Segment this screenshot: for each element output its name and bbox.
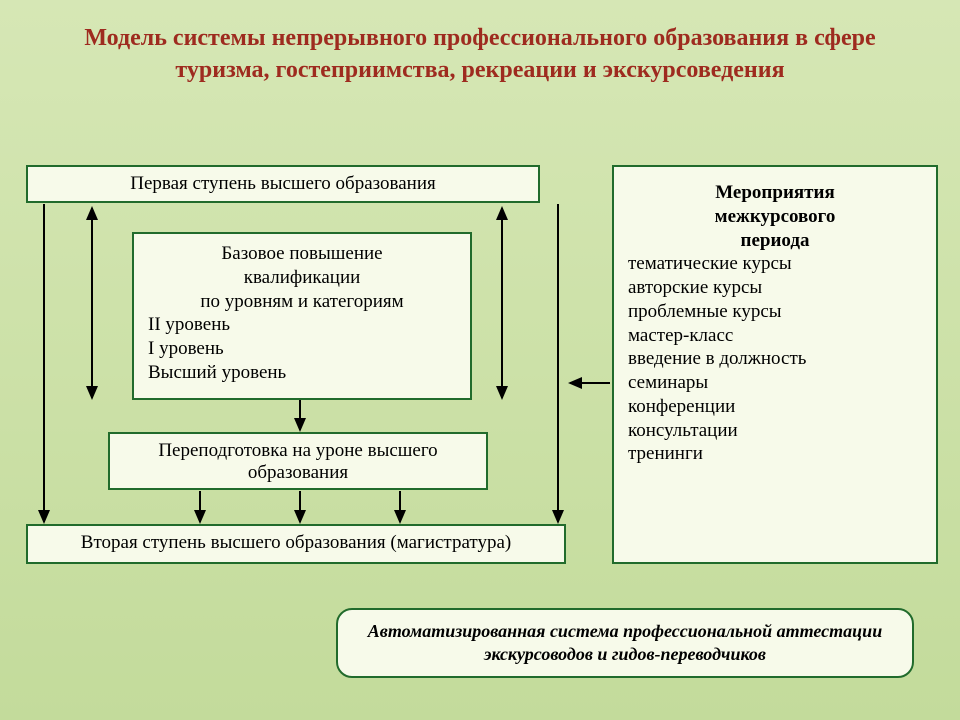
right-item: проблемные курсы — [628, 300, 922, 324]
base-level-item: II уровень — [148, 313, 456, 337]
base-heading-1: Базовое повышение — [148, 242, 456, 266]
box-retrain-text: Переподготовка на уроне высшего образова… — [110, 434, 486, 490]
box-automated-system: Автоматизированная система профессиональ… — [336, 608, 914, 678]
right-item: тематические курсы — [628, 252, 922, 276]
right-item: семинары — [628, 371, 922, 395]
box-base-qualification: Базовое повышение квалификации по уровня… — [132, 232, 472, 400]
right-item: тренинги — [628, 442, 922, 466]
diagram-title: Модель системы непрерывного профессионал… — [0, 0, 960, 97]
base-level-item: Высший уровень — [148, 361, 456, 385]
box-first-text: Первая ступень высшего образования — [28, 167, 538, 201]
right-item: конференции — [628, 395, 922, 419]
box-second-text: Вторая ступень высшего образования (маги… — [28, 526, 564, 560]
box-second-level: Вторая ступень высшего образования (маги… — [26, 524, 566, 564]
right-heading-1: Мероприятия — [628, 181, 922, 205]
right-item: введение в должность — [628, 347, 922, 371]
right-item: консультации — [628, 419, 922, 443]
base-level-item: I уровень — [148, 337, 456, 361]
right-item: мастер-класс — [628, 324, 922, 348]
box-bottom-text: Автоматизированная система профессиональ… — [338, 610, 912, 677]
box-retraining: Переподготовка на уроне высшего образова… — [108, 432, 488, 490]
base-heading-2: квалификации — [148, 266, 456, 290]
right-heading-3: периода — [628, 229, 922, 253]
right-heading-2: межкурсового — [628, 205, 922, 229]
box-first-level: Первая ступень высшего образования — [26, 165, 540, 203]
box-intercourse-activities: Мероприятия межкурсового периода тематич… — [612, 165, 938, 564]
right-item: авторские курсы — [628, 276, 922, 300]
base-heading-3: по уровням и категориям — [148, 290, 456, 314]
